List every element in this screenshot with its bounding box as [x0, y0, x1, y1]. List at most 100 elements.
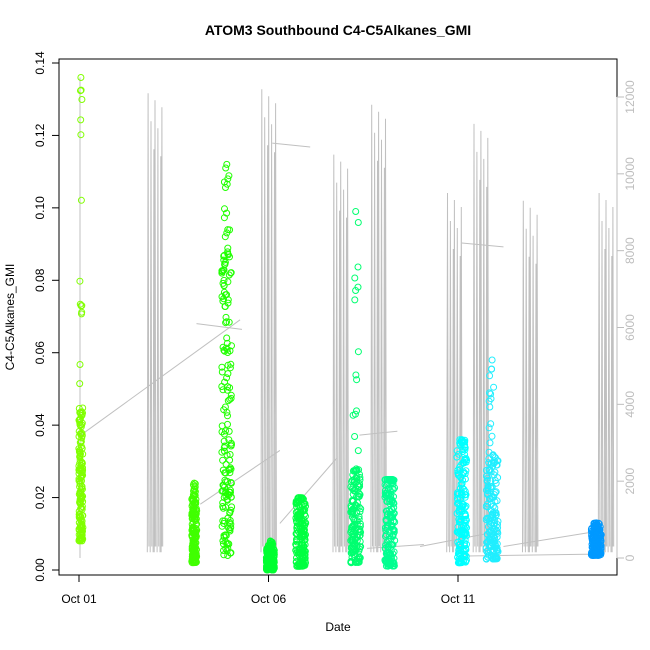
data-point [390, 493, 397, 501]
data-point [221, 291, 229, 299]
data-point [597, 551, 605, 559]
x-axis-label: Date [325, 620, 351, 634]
y-tick-label: 0.12 [33, 123, 47, 147]
data-point [588, 551, 596, 559]
data-point [485, 424, 493, 432]
data-point [78, 308, 86, 316]
data-point [484, 538, 492, 546]
data-point [223, 180, 231, 188]
data-point [592, 551, 600, 559]
data-point [223, 345, 231, 353]
data-point [353, 376, 361, 384]
y-axis-left: 0.00 0.02 0.04 0.06 0.08 0.10 0.12 0.14 [33, 51, 60, 582]
data-point [490, 383, 498, 391]
y-tick-label: 0.10 [33, 196, 47, 220]
data-point [484, 531, 492, 539]
data-point [351, 516, 359, 524]
data-point [222, 164, 230, 172]
data-point [597, 542, 605, 550]
data-point [390, 562, 398, 570]
altitude-spike [446, 192, 463, 553]
x-tick-label: Oct 06 [251, 592, 287, 606]
data-point [266, 540, 274, 548]
data-point [494, 474, 502, 482]
data-point [484, 474, 491, 482]
altitude-spike [260, 89, 277, 553]
data-point [76, 277, 84, 285]
altitude-spike [146, 93, 164, 553]
data-point [189, 509, 197, 517]
data-point [300, 543, 308, 551]
data-point [301, 506, 309, 514]
data-point [78, 434, 86, 442]
data-point [493, 544, 501, 552]
data-point [386, 550, 394, 558]
data-points [75, 74, 605, 574]
data-point [485, 455, 493, 463]
data-point [390, 509, 398, 517]
data-point [75, 466, 83, 474]
data-point [219, 504, 227, 512]
data-point [75, 477, 83, 485]
data-point [224, 412, 231, 420]
x-axis: Oct 01 Oct 06 Oct 11 [61, 574, 476, 606]
data-point [299, 533, 306, 541]
data-point [351, 477, 359, 485]
data-point [347, 526, 355, 534]
data-point [190, 487, 198, 495]
data-point [349, 522, 357, 530]
data-point [355, 492, 363, 500]
data-point [222, 493, 230, 500]
data-point [462, 522, 469, 530]
data-point [221, 205, 228, 213]
data-point [223, 318, 231, 326]
data-point [226, 509, 234, 517]
data-point [189, 546, 197, 554]
data-point [351, 433, 359, 440]
data-point [491, 504, 499, 512]
data-point [352, 208, 360, 215]
data-point [225, 172, 233, 180]
data-point [302, 519, 310, 527]
data-point [78, 302, 86, 310]
data-point [226, 456, 234, 464]
data-point [220, 547, 227, 554]
data-point [462, 552, 470, 560]
data-point [351, 558, 359, 566]
data-point [189, 501, 197, 509]
data-point [482, 502, 490, 510]
data-point [486, 372, 494, 380]
data-point [222, 313, 230, 321]
data-point [78, 482, 86, 490]
data-point [76, 361, 84, 368]
y-axis-label: C4-C5Alkanes_GMI [3, 264, 17, 371]
data-point [461, 470, 469, 478]
data-point [224, 278, 232, 286]
data-point [354, 348, 362, 356]
altitude-transit [461, 242, 504, 248]
data-point [491, 489, 499, 497]
y-axis-right: 0 2000 4000 6000 8000 10000 12000 [616, 80, 637, 561]
data-point [222, 184, 229, 191]
data-point [487, 395, 495, 403]
data-point [218, 363, 226, 371]
data-point [462, 458, 470, 466]
data-point [353, 503, 361, 511]
data-point [269, 565, 277, 573]
data-point [76, 300, 84, 308]
data-point [75, 462, 83, 470]
y-tick-label: 0.14 [33, 51, 47, 75]
y-tick-label: 0.08 [33, 268, 47, 292]
data-point [224, 296, 232, 304]
altitude-spike [522, 200, 539, 553]
data-point [490, 493, 498, 501]
data-point [387, 521, 395, 529]
data-point [219, 386, 227, 394]
data-point [193, 526, 201, 534]
data-point [486, 403, 494, 411]
data-point [191, 489, 199, 497]
data-point [489, 509, 497, 517]
data-point [227, 465, 235, 473]
data-point [224, 514, 232, 522]
data-point [220, 430, 228, 438]
